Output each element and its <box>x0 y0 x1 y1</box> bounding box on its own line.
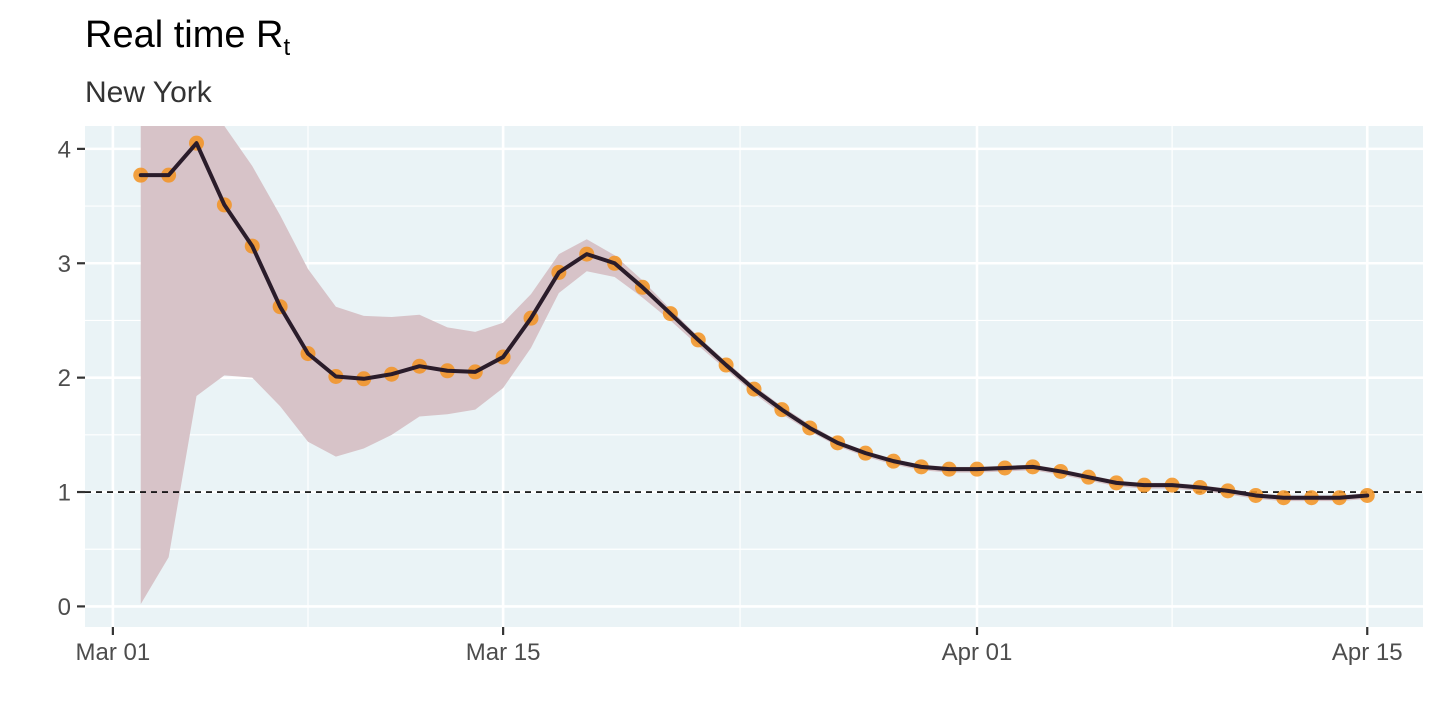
chart-title-main: Real time R <box>85 14 284 56</box>
x-axis: Mar 01 Mar 15 Apr 01 Apr 15 <box>76 627 1403 666</box>
confidence-band <box>140 126 1368 605</box>
y-tick-label: 0 <box>58 594 71 621</box>
x-tick-label: Apr 15 <box>1332 639 1403 666</box>
rt-line <box>138 141 1370 500</box>
y-tick-label: 2 <box>58 365 71 392</box>
y-tick-label: 4 <box>58 136 71 163</box>
y-axis: 0 1 2 3 4 <box>58 136 85 621</box>
x-tick-label: Mar 01 <box>76 639 151 666</box>
x-tick-label: Apr 01 <box>942 639 1013 666</box>
chart-subtitle: New York <box>85 76 213 109</box>
chart-title-subscript: t <box>284 34 291 61</box>
chart-title: Real time Rt <box>85 14 291 61</box>
x-tick-label: Mar 15 <box>466 639 541 666</box>
y-tick-label: 3 <box>58 251 71 278</box>
y-tick-label: 1 <box>58 480 71 507</box>
